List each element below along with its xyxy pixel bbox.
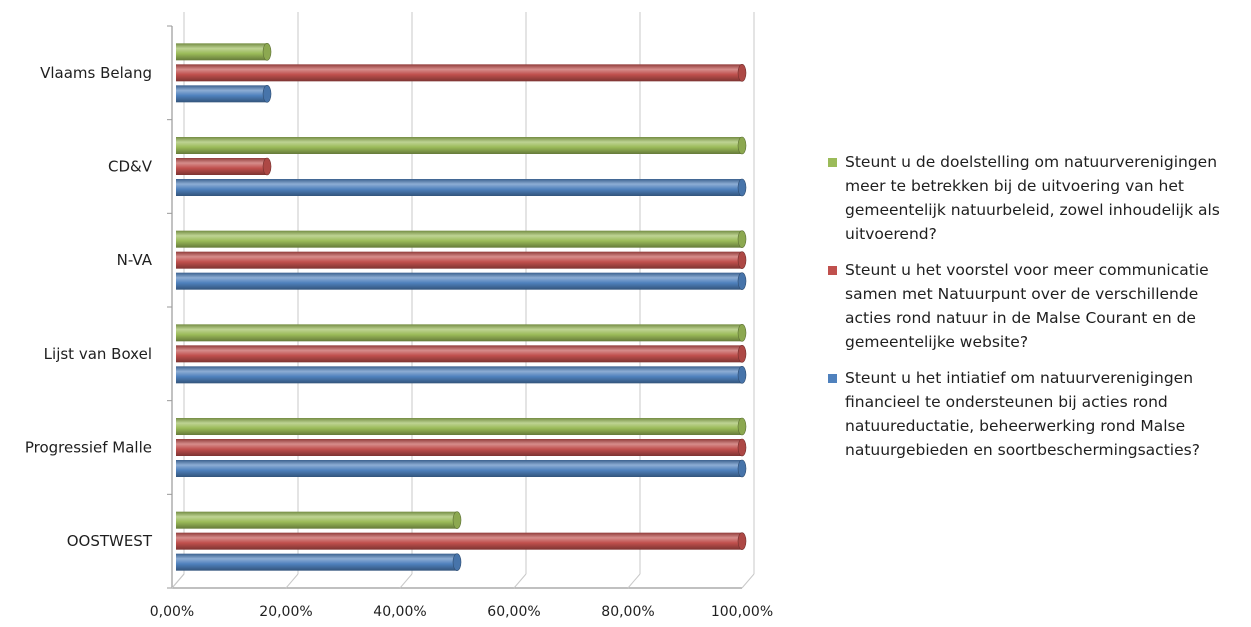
bar-end-cap [262, 157, 272, 176]
bar-lijst-van-boxel-s3 [176, 366, 747, 384]
bar-cd-v-s1 [176, 136, 747, 155]
bar-body [176, 43, 268, 61]
bar-end-cap [262, 43, 272, 61]
bar-body [176, 553, 457, 571]
bar-body [176, 64, 742, 82]
bar-end-cap [737, 178, 747, 197]
bar-end-cap [737, 251, 747, 269]
y-category-label: Lijst van Boxel [44, 345, 152, 363]
bar-end-cap [737, 136, 747, 155]
bar-body [176, 85, 268, 103]
y-category-label: OOSTWEST [67, 532, 153, 550]
bar-progressief-malle-s2 [176, 438, 747, 457]
gridline-floor-2 [399, 573, 413, 589]
bar-end-cap [737, 345, 747, 363]
bar-body [176, 511, 457, 529]
y-axis-categories: Vlaams Belang CD&V N-VA Lijst van Boxel Prog… [25, 64, 153, 550]
gridline-floor-4 [627, 573, 641, 589]
y-category-label: Progressief Malle [25, 439, 152, 457]
bar-body [176, 324, 742, 342]
legend-item-series-2: Steunt u het voorstel voor meer communic… [828, 258, 1243, 354]
x-tick-label: 0,00% [150, 604, 194, 620]
legend-label: Steunt u het intiatief om natuurverenigi… [845, 369, 1200, 459]
bar-progressief-malle-s3 [176, 459, 747, 478]
bar-body [176, 345, 742, 363]
legend-swatch [828, 266, 837, 275]
bar-end-cap [737, 64, 747, 82]
bar-chart: 0,00% 20,00% 40,00% 60,00% 80,00% 100,00% Vla… [25, 12, 773, 620]
bar-n-va-s3 [176, 272, 747, 290]
bar-body [176, 439, 742, 456]
bar-end-cap [452, 553, 462, 571]
bar-body [176, 158, 268, 175]
bar-end-cap [737, 230, 747, 248]
bar-progressief-malle-s1 [176, 417, 747, 436]
x-tick-label: 20,00% [259, 604, 312, 620]
bar-n-va-s1 [176, 230, 747, 248]
legend: Steunt u de doelstelling om natuurvereni… [828, 150, 1243, 474]
legend-swatch [828, 374, 837, 383]
x-tick-label: 40,00% [373, 604, 426, 620]
bar-n-va-s2 [176, 251, 747, 269]
gridline-floor-5 [741, 573, 755, 589]
legend-item-series-3: Steunt u het intiatief om natuurverenigi… [828, 366, 1243, 462]
bar-body [176, 418, 742, 435]
x-tick-label: 100,00% [711, 604, 773, 620]
bar-vlaams-belang-s1 [176, 43, 272, 61]
bar-end-cap [737, 366, 747, 384]
bar-body [176, 251, 742, 269]
bar-end-cap [737, 459, 747, 478]
bar-body [176, 366, 742, 384]
legend-swatch [828, 158, 837, 167]
gridline-floor-1 [285, 573, 299, 589]
bars [176, 43, 747, 571]
bar-body [176, 230, 742, 248]
bar-end-cap [737, 532, 747, 550]
gridlines [171, 12, 755, 589]
bar-body [176, 179, 742, 196]
bar-body [176, 272, 742, 290]
bar-end-cap [737, 417, 747, 436]
gridline-floor-3 [513, 573, 527, 589]
bar-end-cap [262, 85, 272, 103]
bar-cd-v-s2 [176, 157, 272, 176]
bar-oostwest-s2 [176, 532, 747, 550]
bar-body [176, 137, 742, 154]
gridline-floor-0 [171, 573, 185, 589]
bar-end-cap [737, 272, 747, 290]
bar-lijst-van-boxel-s2 [176, 345, 747, 363]
bar-body [176, 460, 742, 477]
bar-end-cap [737, 438, 747, 457]
bar-lijst-van-boxel-s1 [176, 324, 747, 342]
y-category-label: CD&V [108, 158, 153, 176]
bar-end-cap [452, 511, 462, 529]
bar-vlaams-belang-s3 [176, 85, 272, 103]
x-axis-ticks: 0,00% 20,00% 40,00% 60,00% 80,00% 100,00% [150, 604, 773, 620]
bar-end-cap [737, 324, 747, 342]
y-category-label: N-VA [117, 251, 153, 269]
y-category-label: Vlaams Belang [40, 64, 152, 82]
x-tick-label: 60,00% [487, 604, 540, 620]
x-tick-label: 80,00% [601, 604, 654, 620]
bar-body [176, 532, 742, 550]
bar-oostwest-s1 [176, 511, 462, 529]
legend-label: Steunt u de doelstelling om natuurvereni… [845, 153, 1220, 243]
bar-cd-v-s3 [176, 178, 747, 197]
bar-vlaams-belang-s2 [176, 64, 747, 82]
legend-label: Steunt u het voorstel voor meer communic… [845, 261, 1209, 351]
legend-item-series-1: Steunt u de doelstelling om natuurvereni… [828, 150, 1243, 246]
bar-oostwest-s3 [176, 553, 462, 571]
